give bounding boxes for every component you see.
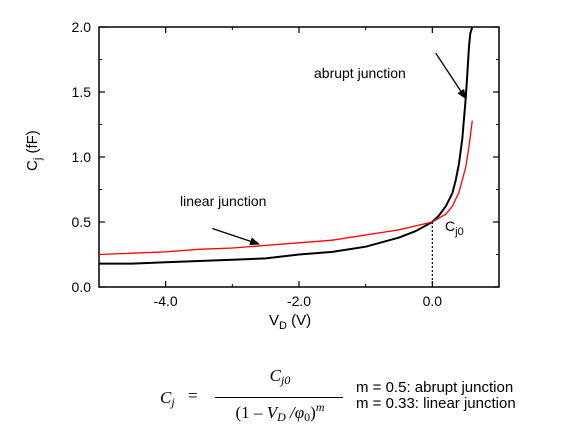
formula-denominator: (1 – VD /φ0)m	[235, 400, 325, 424]
linear-label: linear junction	[180, 193, 266, 209]
series-linear-line	[99, 120, 473, 256]
x-tick-label: -2.0	[287, 293, 311, 309]
x-axis-label: VD (V)	[269, 312, 311, 332]
plot-frame	[98, 26, 500, 288]
abrupt-label: abrupt junction	[314, 65, 406, 81]
x-axis-label-main: V	[269, 312, 279, 329]
fraction-bar	[215, 397, 343, 398]
x-axis-label-sub: D	[279, 320, 287, 332]
note-linear: m = 0.33: linear junction	[356, 395, 516, 412]
x-tick-label: -4.0	[154, 293, 178, 309]
x-tick-label: 0.0	[423, 293, 443, 309]
cj0-label-main: C	[445, 218, 455, 234]
cj0-label-sub: j0	[454, 226, 464, 238]
junction-capacitance-formula: Cj = Cj0 (1 – VD /φ0)m	[160, 366, 343, 426]
note-abrupt: m = 0.5: abrupt junction	[356, 379, 514, 396]
abrupt-arrow	[435, 52, 467, 100]
y-tick-label: 1.0	[72, 149, 92, 165]
cj0-label: Cj0	[445, 218, 464, 238]
y-tick-label: 0.0	[72, 279, 92, 295]
plot-area: -4.0 -2.0 0.0 0.0 0.5 1.0 1.5 2.0 VD (V) Cj (fF)	[24, 19, 500, 332]
y-tick-label: 1.5	[72, 84, 92, 100]
exponent-notes: m = 0.5: abrupt junction m = 0.33: linea…	[356, 380, 516, 412]
y-axis-label: Cj (fF)	[24, 130, 44, 171]
y-tick-label: 2.0	[72, 19, 92, 35]
x-axis-label-unit: (V)	[287, 312, 311, 329]
formula-numerator: Cj0	[269, 366, 291, 387]
linear-arrow	[212, 227, 260, 246]
formula-lhs: Cj	[160, 388, 175, 409]
y-axis-label-sub: j	[32, 158, 44, 161]
series-group	[99, 27, 474, 265]
annotation-group: abrupt junction linear junction Cj0	[180, 52, 467, 287]
formula-equals: =	[188, 386, 198, 405]
series-abrupt-line	[99, 27, 474, 265]
y-axis-label-unit: (fF)	[24, 130, 41, 158]
y-tick-label: 0.5	[72, 214, 92, 230]
y-axis-label-main: C	[24, 160, 41, 171]
